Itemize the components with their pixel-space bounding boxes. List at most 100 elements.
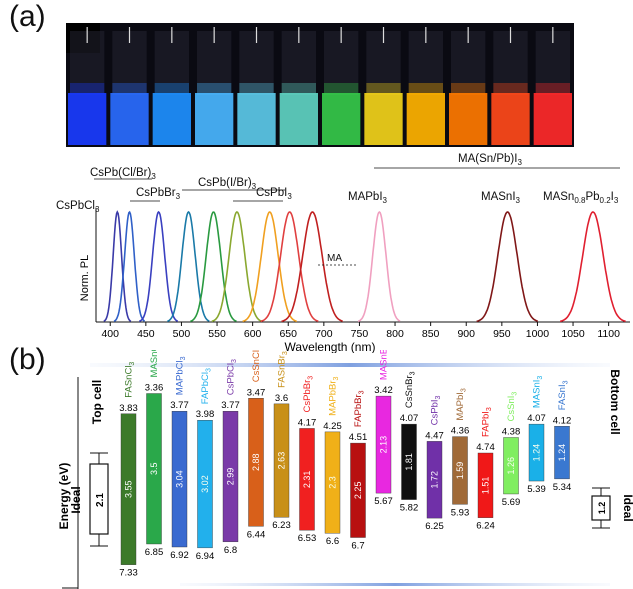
- vial-glow: [281, 83, 316, 95]
- x-tick-label: 800: [386, 328, 404, 340]
- bandgap-bar: [324, 431, 341, 534]
- label-cspbibr3: CsPb(I/Br)3: [198, 177, 257, 191]
- vbm-label: 6.44: [247, 529, 266, 540]
- top-gradient-band: [90, 363, 610, 367]
- vial-glow: [239, 83, 274, 95]
- pl-peak-curve: [138, 210, 179, 323]
- bandgap-bar: [222, 410, 239, 543]
- vials-photo: [66, 23, 574, 147]
- material-label: CsSnI3: [506, 392, 519, 422]
- bandgap-bar: [146, 393, 162, 545]
- bandgap-bar: [554, 426, 570, 480]
- gap-label: 1.59: [455, 462, 465, 480]
- x-tick-label: 600: [244, 328, 262, 340]
- vial-glow: [493, 83, 528, 95]
- material-label: FAPbBr3: [353, 390, 366, 427]
- label-masnpbi3-mixed: MASn0.8Pb0.2I3: [543, 191, 619, 205]
- vbm-label: 7.33: [119, 568, 138, 579]
- gap-label: 1.81: [404, 453, 414, 471]
- gap-label: 2.88: [251, 454, 261, 472]
- cbm-label: 4.07: [527, 413, 546, 424]
- pl-peak-curve: [167, 210, 210, 323]
- cbm-label: 4.36: [451, 426, 470, 437]
- bandgap-bar: [273, 403, 290, 518]
- vial-liquid: [152, 93, 191, 145]
- vbm-label: 5.69: [502, 497, 521, 508]
- cbm-label: 4.25: [323, 421, 342, 432]
- label-mapbi3: MAPbI3: [348, 191, 388, 205]
- bandgap-bar: [426, 441, 443, 519]
- bandgap-bar: [350, 442, 366, 538]
- panel-b-label: (b): [9, 343, 46, 376]
- gap-label: 1.51: [481, 477, 491, 495]
- vial-liquid: [364, 93, 403, 145]
- vial-glow: [535, 83, 570, 95]
- x-tick-label: 900: [457, 328, 475, 340]
- label-masni3: MASnI3: [481, 191, 521, 205]
- vbm-label: 6.8: [224, 545, 237, 556]
- vial-glow: [197, 83, 232, 95]
- vial-liquid: [406, 93, 445, 145]
- gap-label: 2.3: [328, 476, 338, 489]
- vial-glow: [112, 83, 147, 95]
- cbm-label: 4.12: [553, 415, 572, 426]
- vial-liquid: [68, 93, 107, 145]
- material-label: FASnBr3: [277, 351, 290, 388]
- cbm-label: 3.6: [275, 393, 288, 404]
- bandgap-bar: [120, 413, 137, 565]
- cbm-label: 3.83: [119, 403, 138, 414]
- x-tick-label: 850: [422, 328, 440, 340]
- top-cell-label: Top cell: [90, 380, 104, 424]
- gap-label: 2.25: [353, 482, 363, 500]
- material-label: MAPbBr3: [328, 377, 341, 416]
- material-label: FAPbCl3: [200, 368, 213, 404]
- pl-peak-curve: [559, 211, 626, 323]
- label-masnpbi3: MA(Sn/Pb)I3: [458, 153, 522, 167]
- cbm-label: 4.74: [476, 442, 495, 453]
- x-tick-label: 500: [173, 328, 191, 340]
- x-tick-label: 450: [137, 328, 155, 340]
- gap-label: 2.63: [277, 452, 287, 470]
- pl-peak-curve: [103, 210, 132, 322]
- material-label: CsPbCl3: [226, 359, 239, 395]
- vial-liquid: [322, 93, 361, 145]
- vial-liquid: [110, 93, 149, 145]
- vial-glow: [154, 83, 189, 95]
- pl-peak-curve: [242, 211, 297, 323]
- material-label: MASnI3: [532, 376, 545, 409]
- material-label: CsPbI3: [430, 395, 443, 425]
- gap-label: 2.13: [379, 436, 389, 454]
- pl-peak-curve: [211, 211, 262, 323]
- gap-label: 1.72: [430, 471, 440, 489]
- bandgap-bar: [452, 436, 468, 505]
- x-tick-label: 950: [493, 328, 511, 340]
- cbm-label: 4.51: [349, 432, 368, 443]
- pl-peak-curve: [113, 210, 146, 323]
- bandgap-chart: Energy (eV) Top cell Bottom cell 2.1 Ide…: [57, 350, 633, 589]
- material-label: CsPbBr3: [302, 376, 315, 413]
- pl-peak-curve: [476, 211, 539, 323]
- vial-liquid: [491, 93, 530, 145]
- bandgap-bar: [528, 423, 545, 482]
- bandgap-bar: [375, 395, 392, 494]
- bandgap-bar: [477, 452, 494, 518]
- vial-glow: [366, 83, 401, 95]
- x-tick-label: 700: [315, 328, 333, 340]
- vbm-label: 6.53: [298, 533, 317, 544]
- energy-axis-label: Energy (eV): [57, 463, 71, 530]
- x-axis-label: Wavelength (nm): [285, 340, 376, 353]
- bottom-gradient-band: [180, 583, 610, 586]
- vbm-label: 6.7: [351, 541, 364, 552]
- bandgap-bar: [401, 423, 417, 500]
- pl-peak-curve: [260, 211, 319, 323]
- vial-glow: [408, 83, 443, 95]
- vial-liquid: [449, 93, 488, 145]
- cbm-label: 3.47: [247, 387, 266, 398]
- label-cspbi3: CsPbI3: [256, 187, 292, 201]
- material-label: FASnI3: [557, 380, 570, 410]
- x-tick-label: 1000: [526, 328, 550, 340]
- vbm-label: 5.82: [400, 503, 419, 514]
- panel-a-label: (a): [9, 0, 46, 33]
- material-label: MASnBr3: [379, 350, 392, 380]
- cbm-label: 3.42: [374, 385, 393, 396]
